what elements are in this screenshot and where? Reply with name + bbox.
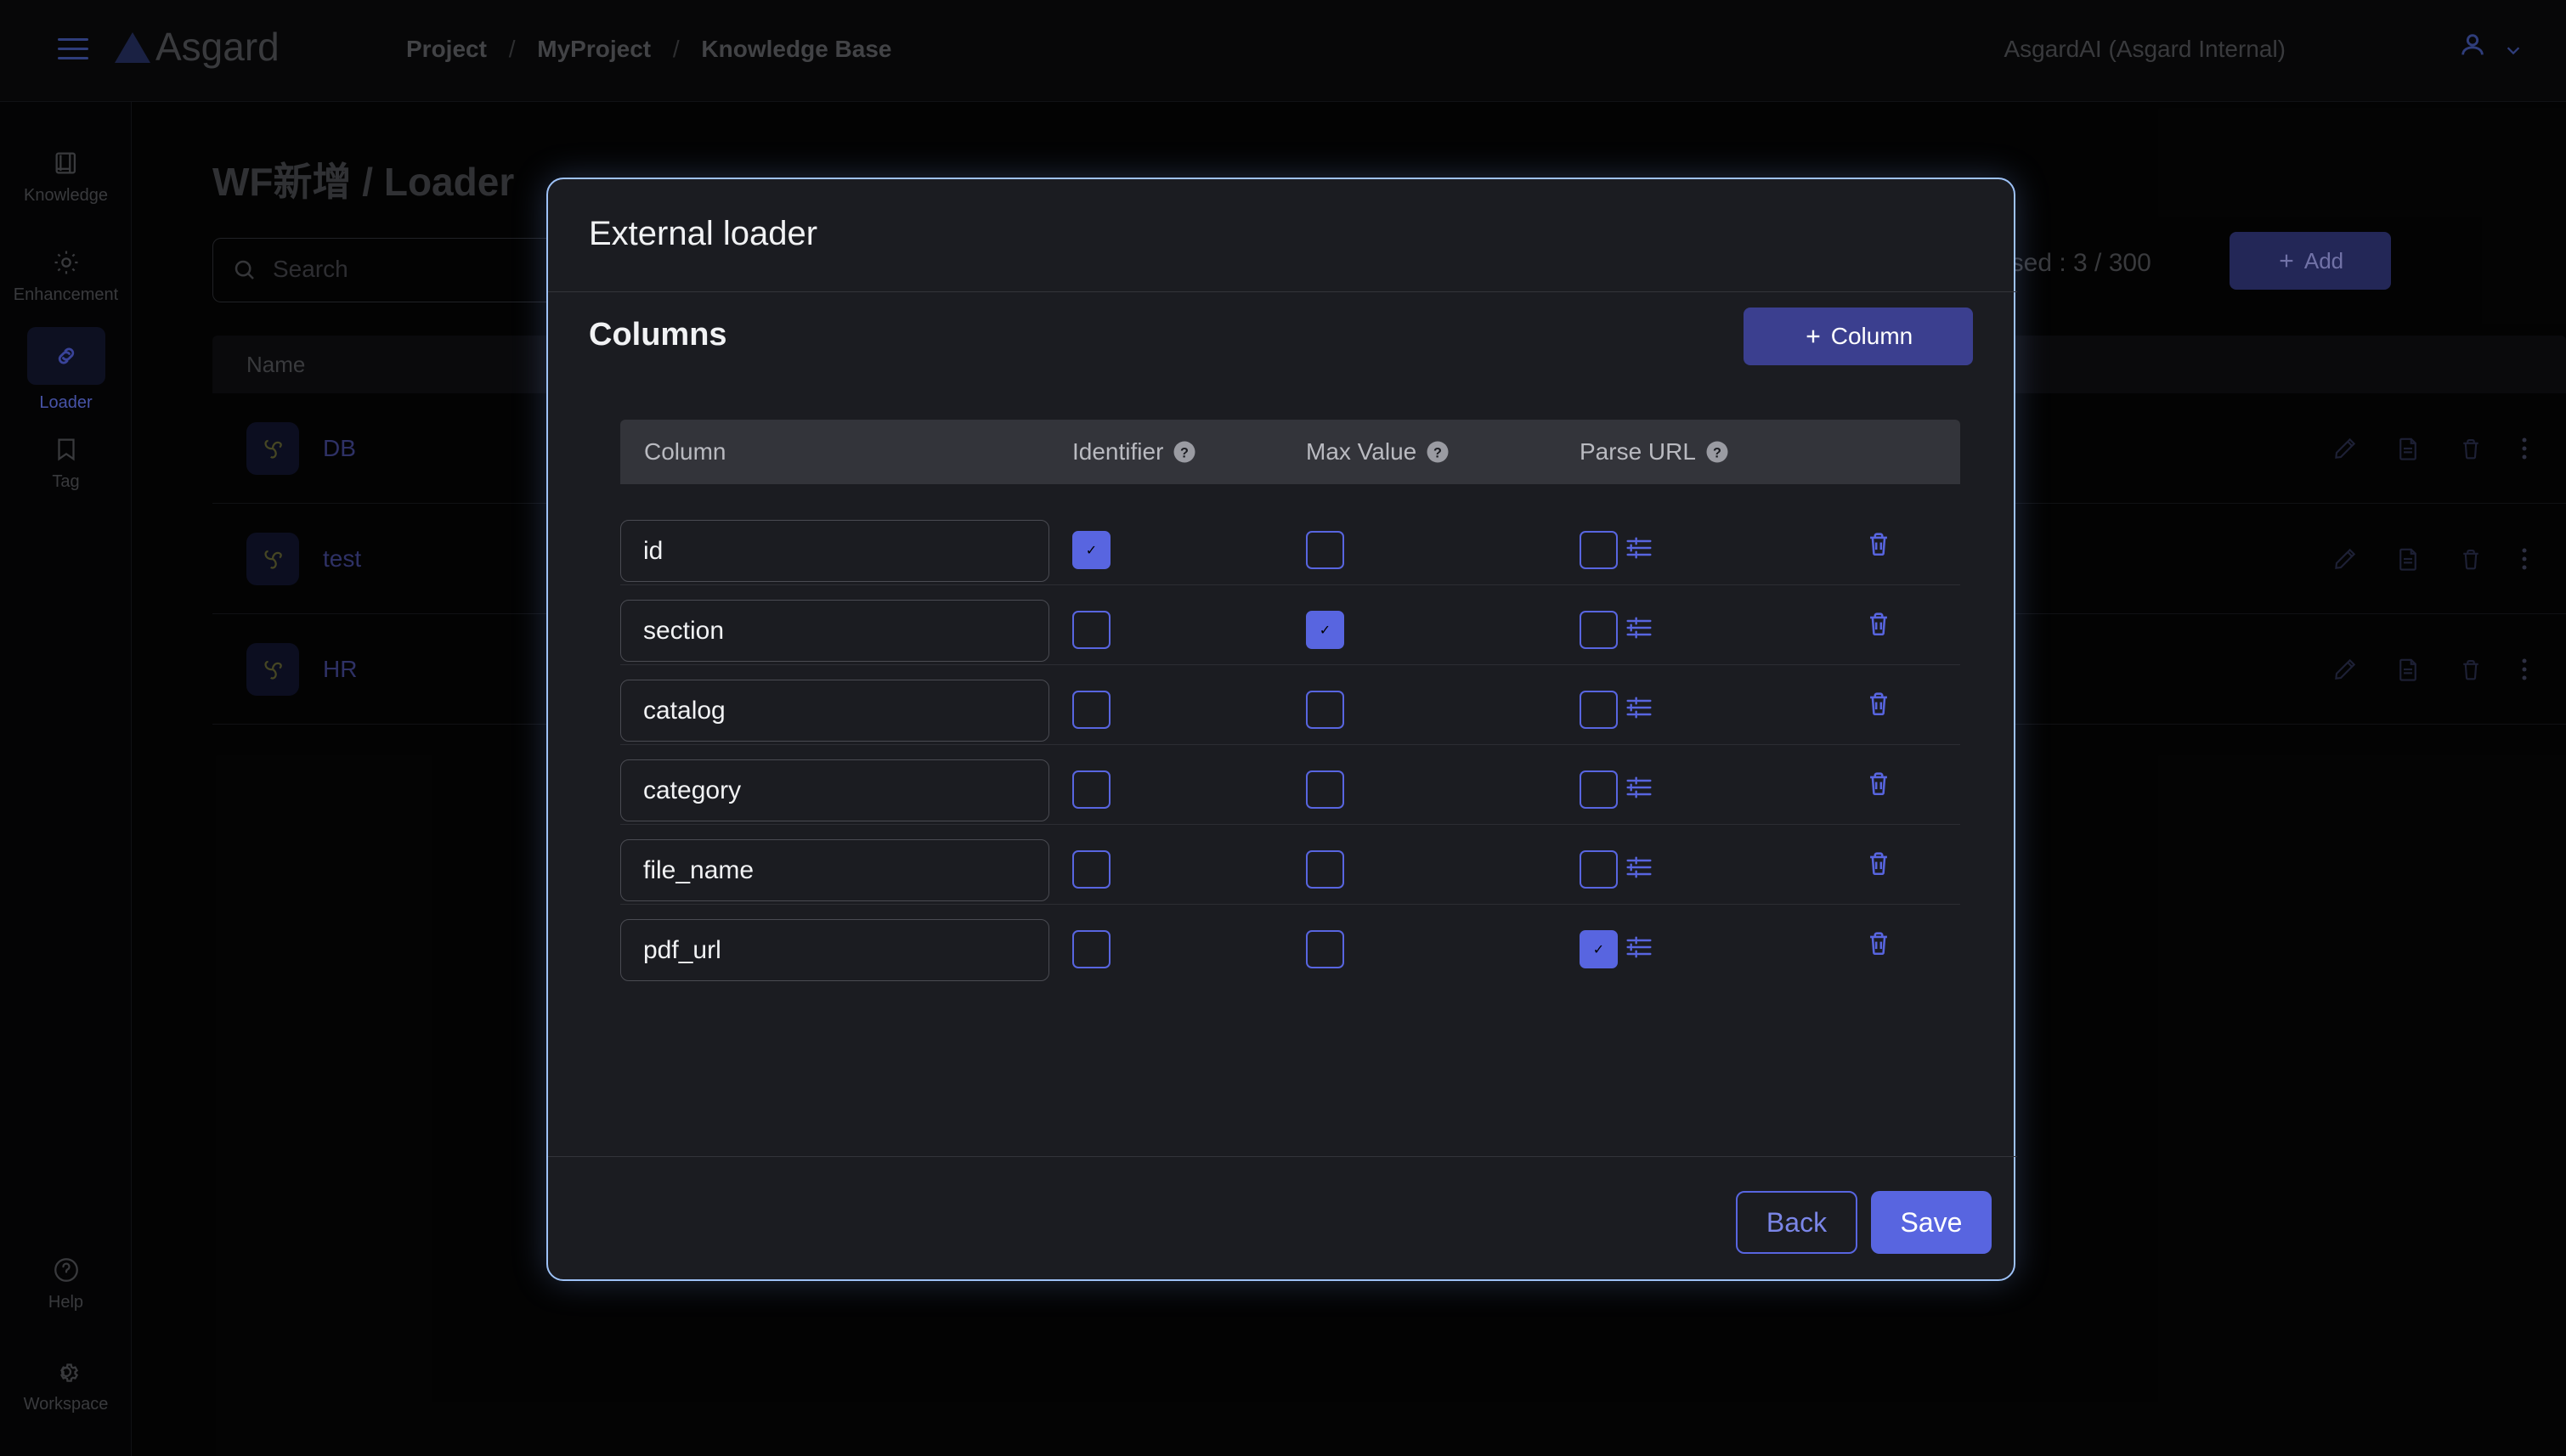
svg-text:?: ? bbox=[1433, 445, 1442, 460]
svg-text:?: ? bbox=[1180, 445, 1189, 460]
svg-text:?: ? bbox=[1713, 445, 1721, 460]
